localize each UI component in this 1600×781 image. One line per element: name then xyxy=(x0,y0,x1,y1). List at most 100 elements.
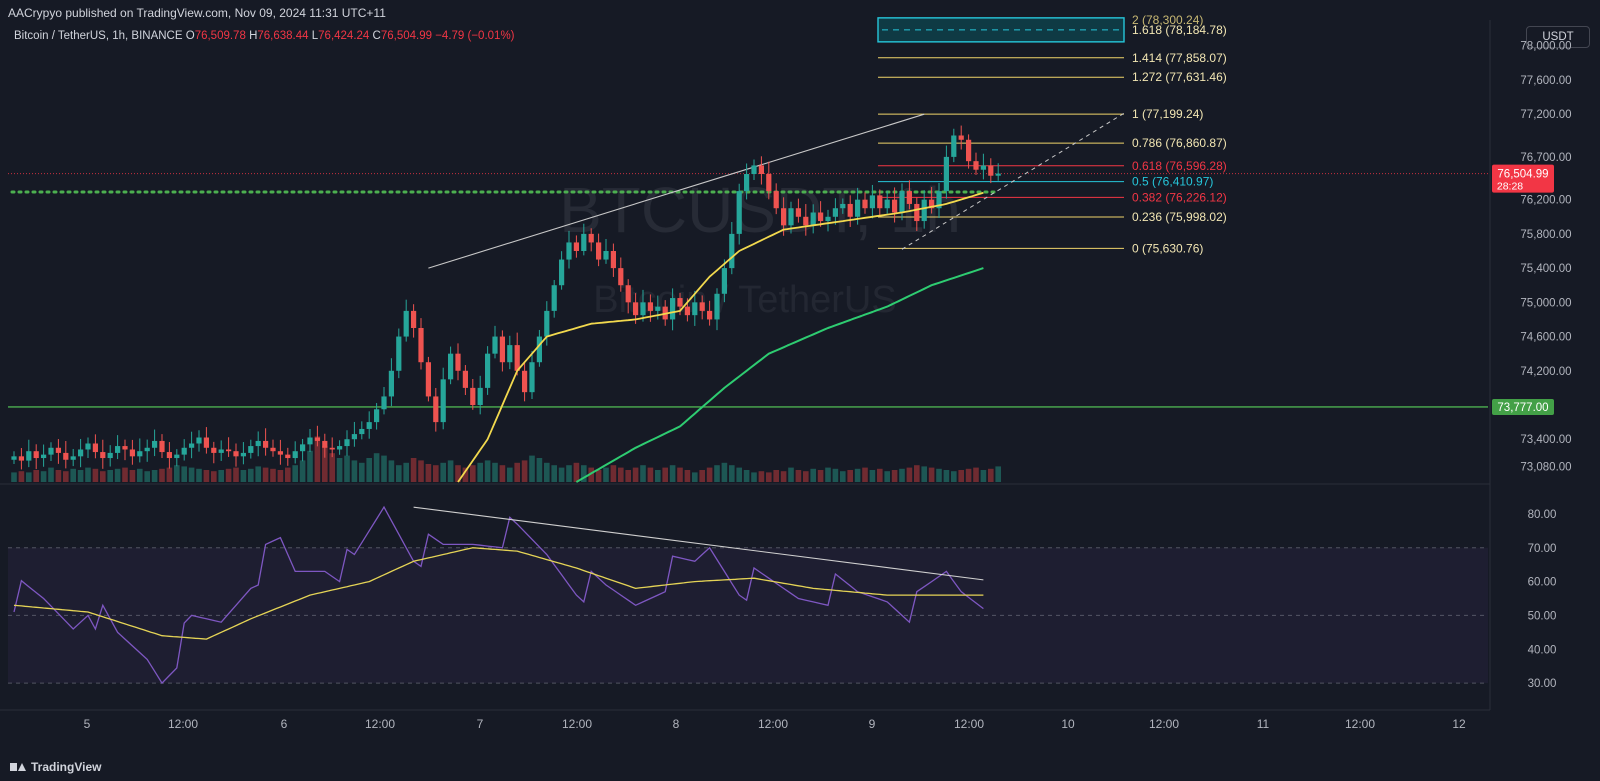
tradingview-logo-icon xyxy=(10,762,26,772)
volume-bar xyxy=(729,465,735,482)
candle-body xyxy=(418,328,424,363)
rsi-line[interactable] xyxy=(13,505,984,685)
candle-body xyxy=(396,336,402,371)
candle-body xyxy=(633,302,639,316)
time-axis-tick: 12:00 xyxy=(365,717,395,731)
candle-body xyxy=(818,212,824,222)
volume-bar xyxy=(26,472,32,482)
price-axis-tick: 74,600.00 xyxy=(1520,332,1571,344)
candle-body xyxy=(455,353,461,371)
volume-bar xyxy=(92,468,99,482)
fib-label-0: 0 (75,630.76) xyxy=(1132,241,1203,255)
volume-bar xyxy=(840,471,846,482)
candle-body xyxy=(988,165,994,176)
candle-body xyxy=(152,440,158,448)
volume-bar xyxy=(514,462,520,482)
volume-bar xyxy=(314,436,321,482)
candle-body xyxy=(788,208,794,226)
price-axis-tick: 75,800.00 xyxy=(1520,229,1571,241)
high-value: 76,638.44 xyxy=(257,30,309,42)
ema-slow-line[interactable] xyxy=(575,267,984,483)
candle-body xyxy=(596,242,602,260)
candle-body xyxy=(433,396,439,423)
volume-bar xyxy=(536,458,543,482)
candle-body xyxy=(847,203,853,217)
candle-body xyxy=(240,452,246,457)
candle-body xyxy=(85,443,91,450)
price-axis-tick: 75,000.00 xyxy=(1520,297,1571,309)
volume-bar xyxy=(196,468,202,482)
candle-body xyxy=(588,233,594,243)
candle-body xyxy=(618,268,624,286)
target-box[interactable] xyxy=(877,17,1125,43)
candle-body xyxy=(995,173,1001,176)
volume-bar xyxy=(63,471,69,482)
currency-button[interactable]: USDT xyxy=(1526,26,1590,48)
time-axis-tick: 12 xyxy=(1452,717,1466,731)
candle-body xyxy=(314,437,320,441)
candle-body xyxy=(884,199,890,209)
volume-bar xyxy=(211,471,217,482)
time-axis-tick: 12:00 xyxy=(562,717,592,731)
time-axis-tick: 5 xyxy=(84,717,91,731)
volume-bar xyxy=(936,468,942,482)
time-axis-tick: 9 xyxy=(869,717,876,731)
volume-bar xyxy=(410,458,417,482)
candle-body xyxy=(115,446,121,453)
candle-body xyxy=(892,199,898,213)
volume-bar xyxy=(603,467,609,482)
volume-bar xyxy=(322,446,328,482)
rsi-axis-tick: 70.00 xyxy=(1528,543,1557,555)
candle-body xyxy=(492,336,498,354)
candle-body xyxy=(448,353,454,380)
volume-bar xyxy=(351,460,358,482)
candle-body xyxy=(647,302,653,311)
volume-bar xyxy=(632,467,639,482)
candle-body xyxy=(381,396,387,410)
ema-fast-line[interactable] xyxy=(457,191,984,483)
candle-body xyxy=(403,310,409,337)
candle-body xyxy=(107,452,113,459)
price-axis-tick: 75,400.00 xyxy=(1520,263,1571,275)
rsi-axis-tick: 40.00 xyxy=(1528,644,1557,656)
candle-body xyxy=(625,285,631,303)
time-axis-tick: 10 xyxy=(1061,717,1075,731)
volume-bar xyxy=(470,465,476,482)
volume-bar xyxy=(825,467,831,482)
volume-bar xyxy=(551,465,557,482)
time-axis-tick: 12:00 xyxy=(954,717,984,731)
symbol-legend: Bitcoin / TetherUS, 1h, BINANCE O76,509.… xyxy=(14,30,515,42)
candle-body xyxy=(906,191,912,204)
tradingview-logo-text: TradingView xyxy=(31,760,102,774)
candle-body xyxy=(699,302,705,311)
upper-trendline[interactable] xyxy=(428,113,925,269)
candle-body xyxy=(359,428,365,435)
volume-bar xyxy=(943,470,950,482)
volume-bar xyxy=(773,470,779,482)
volume-bar xyxy=(218,470,224,482)
volume-bar xyxy=(499,465,506,482)
volume-bar xyxy=(958,470,964,482)
time-axis-tick: 12:00 xyxy=(168,717,198,731)
volume-bar xyxy=(144,471,150,482)
candle-body xyxy=(980,165,986,170)
volume-bar xyxy=(433,465,439,482)
candle-body xyxy=(514,345,520,371)
rsi-trendline[interactable] xyxy=(413,506,984,581)
high-label: H xyxy=(249,30,258,42)
volume-bar xyxy=(285,467,291,482)
candle-body xyxy=(832,208,838,217)
candle-body xyxy=(122,446,128,450)
symbol-name[interactable]: Bitcoin / TetherUS, 1h, BINANCE xyxy=(14,30,183,42)
rsi-axis-tick: 80.00 xyxy=(1528,509,1557,521)
volume-bar xyxy=(810,468,816,482)
projection-dashed-line[interactable] xyxy=(901,112,1125,250)
volume-bar xyxy=(914,465,920,482)
rsi-ma-line[interactable] xyxy=(13,547,984,640)
open-label: O xyxy=(185,30,195,42)
candle-body xyxy=(211,447,217,453)
volume-bar xyxy=(455,465,461,482)
candle-body xyxy=(351,434,357,440)
candle-body xyxy=(536,336,542,363)
